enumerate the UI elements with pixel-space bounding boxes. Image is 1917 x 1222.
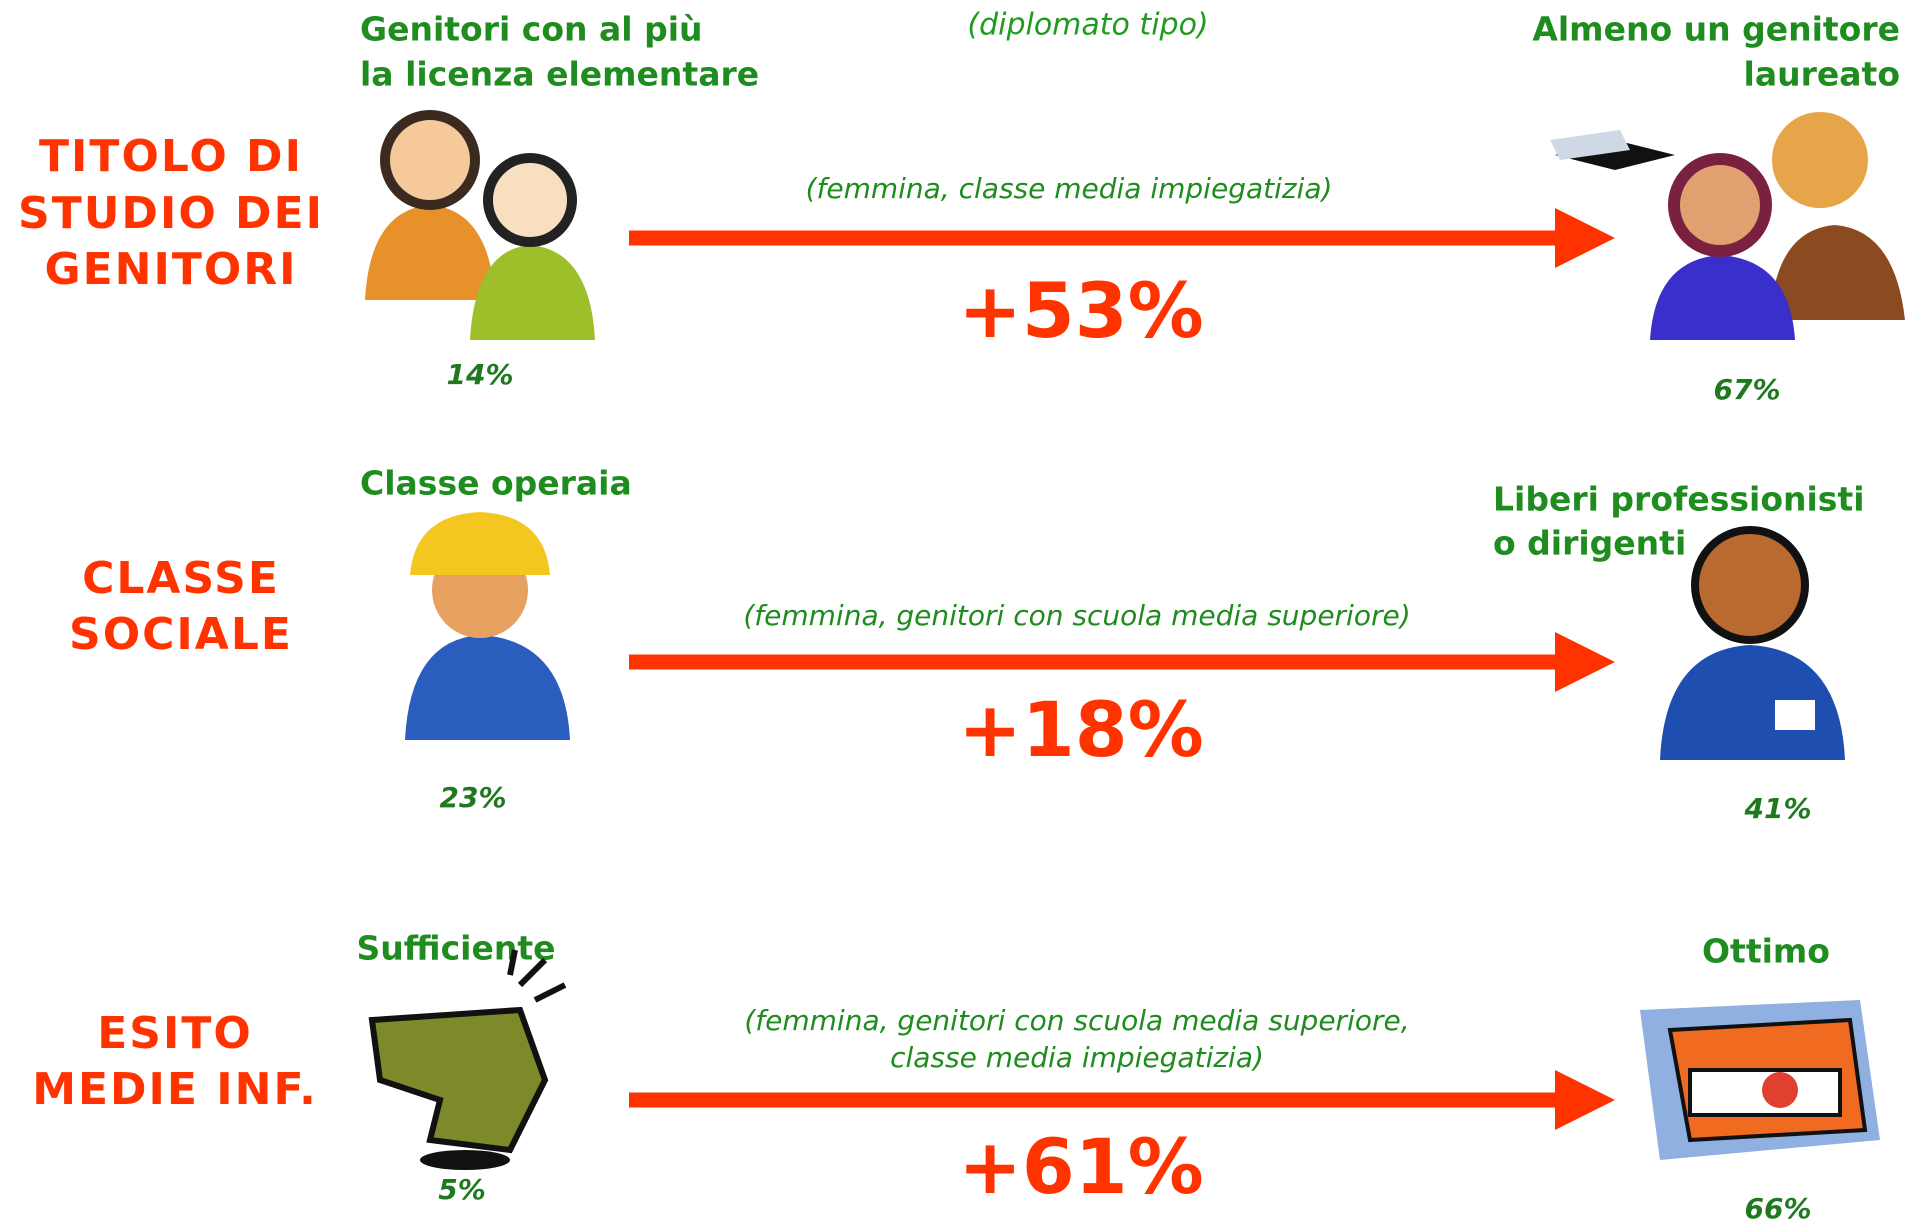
right-percent: 41%	[1743, 792, 1811, 825]
right-title: Liberi professionisti	[1493, 480, 1865, 519]
left-percent: 5%	[438, 1173, 486, 1206]
right-title: Ottimo	[1702, 932, 1830, 971]
row-label: MEDIE INF.	[32, 1064, 318, 1115]
change: +61%	[958, 1122, 1204, 1211]
left-percent: 23%	[439, 781, 506, 814]
note: classe media impiegatizia)	[890, 1041, 1264, 1074]
right-percent: 67%	[1713, 373, 1780, 406]
icon-worker	[405, 512, 570, 740]
left-title: Sufficiente	[357, 929, 556, 968]
row-label: TITOLO DI	[39, 131, 303, 182]
change: +53%	[958, 266, 1204, 355]
note: (femmina, genitori con scuola media supe…	[743, 599, 1410, 632]
row-label: GENITORI	[44, 244, 297, 295]
icon-certificate-torn	[372, 950, 565, 1170]
right-title: Almeno un genitore	[1532, 10, 1900, 49]
icon-graduates	[1550, 112, 1905, 340]
left-percent: 14%	[446, 358, 513, 391]
note: (femmina, genitori con scuola media supe…	[744, 1004, 1409, 1037]
icon-professional	[1660, 530, 1845, 760]
left-title: Genitori con al più	[360, 10, 703, 49]
right-title: laureato	[1744, 55, 1900, 94]
right-percent: 66%	[1744, 1192, 1811, 1222]
right-title: o dirigenti	[1493, 524, 1686, 563]
change: +18%	[958, 685, 1204, 774]
icon-parents	[365, 115, 595, 340]
icon-diploma	[1640, 1000, 1880, 1160]
slide: (diplomato tipo) TITOLO DI STUDIO DEI GE…	[0, 0, 1917, 1222]
note: (femmina, classe media impiegatizia)	[806, 172, 1333, 205]
row-label: SOCIALE	[69, 609, 293, 660]
left-title: la licenza elementare	[360, 55, 759, 94]
subtitle: (diplomato tipo)	[967, 8, 1208, 43]
left-title: Classe operaia	[360, 464, 632, 503]
row-label: ESITO	[97, 1008, 253, 1059]
row-label: STUDIO DEI	[18, 188, 324, 239]
row-label: CLASSE	[82, 553, 280, 604]
